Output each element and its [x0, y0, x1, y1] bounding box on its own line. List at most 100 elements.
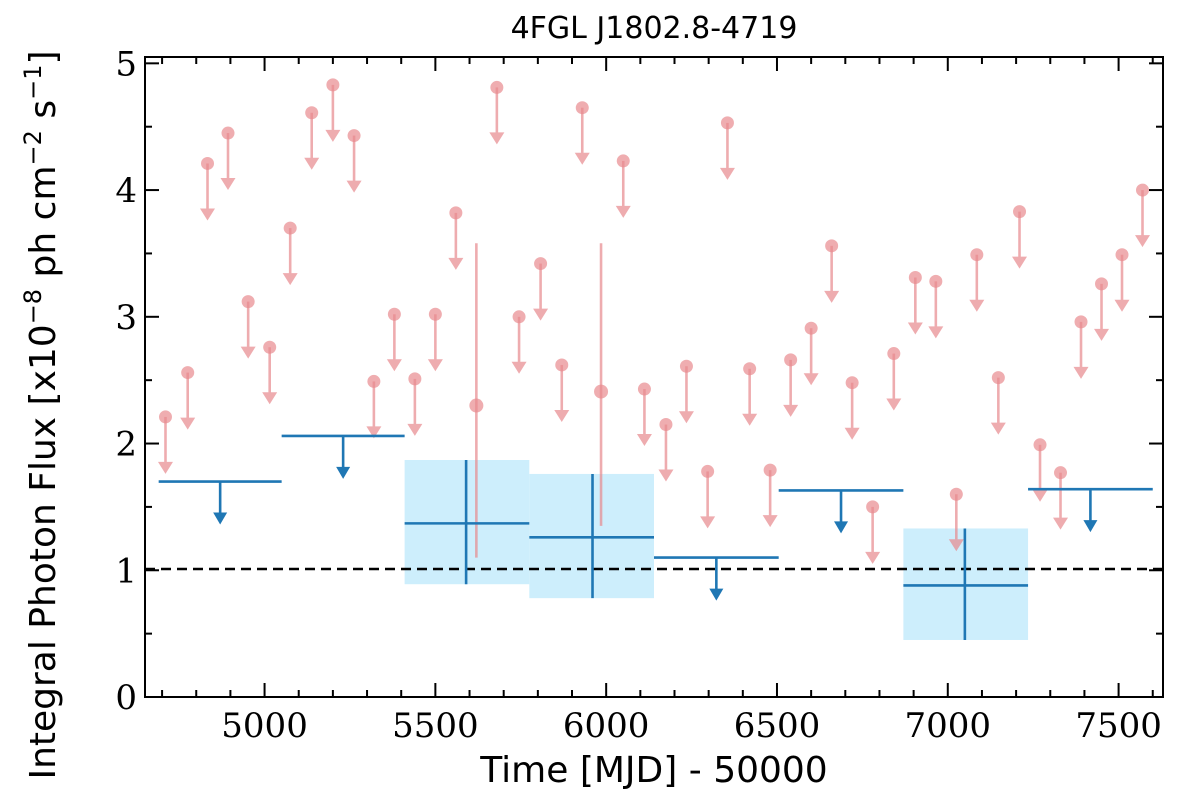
- fine-upper-limit-arrow-10: [366, 381, 382, 439]
- coarse-upper-limit-arrow-4: [1083, 489, 1098, 533]
- x-tick-label-3: 6500: [734, 706, 821, 746]
- fine-upper-limit-arrow-5-head: [262, 392, 278, 405]
- x-tick-label-2: 6000: [563, 706, 650, 746]
- fine-upper-limit-point-15: [490, 80, 504, 94]
- fine-upper-limit-point-2: [201, 156, 215, 170]
- fine-upper-limit-point-41: [1054, 466, 1068, 480]
- x-tick-label-4: 7000: [905, 706, 992, 746]
- fine-upper-limit-arrow-34-head: [907, 322, 923, 335]
- fine-upper-limit-point-10: [367, 374, 381, 388]
- fine-upper-limit-arrow-13-head: [427, 359, 443, 372]
- fine-detection-point-0: [469, 398, 484, 413]
- fine-upper-limit-point-0: [158, 410, 172, 424]
- fine-upper-limit-arrow-7-head: [304, 157, 320, 170]
- fine-upper-limit-point-37: [970, 248, 984, 262]
- fine-upper-limit-arrow-42: [1073, 321, 1089, 379]
- fine-upper-limit-point-39: [1013, 205, 1027, 219]
- fine-upper-limit-arrow-28: [783, 359, 799, 417]
- fine-upper-limit-arrow-18: [554, 364, 570, 422]
- fine-upper-limit-point-9: [347, 129, 361, 143]
- fine-upper-limit-point-21: [637, 382, 651, 396]
- fine-upper-limit-arrow-19-head: [574, 152, 590, 165]
- x-tick-label-5: 7500: [1075, 706, 1162, 746]
- fine-upper-limit-point-32: [866, 500, 880, 514]
- fine-upper-limit-arrow-23: [678, 366, 694, 424]
- fine-upper-limit-arrow-10-head: [366, 426, 382, 439]
- fine-upper-limit-arrow-1-head: [180, 417, 196, 430]
- fine-upper-limit-arrow-36-head: [948, 539, 964, 552]
- coarse-upper-limit-arrow-0: [213, 481, 228, 525]
- fine-upper-limit-arrow-35-head: [928, 326, 944, 339]
- fine-upper-limit-arrow-37-head: [969, 299, 985, 312]
- fine-upper-limit-arrow-33: [886, 353, 902, 411]
- fine-upper-limit-arrow-6: [282, 228, 298, 286]
- fine-upper-limit-point-33: [887, 347, 901, 361]
- fine-upper-limit-arrow-43: [1094, 283, 1110, 341]
- fine-upper-limit-arrow-27-head: [762, 515, 778, 528]
- fine-upper-limit-arrow-40-head: [1032, 489, 1048, 502]
- fine-upper-limit-arrow-30-head: [824, 290, 840, 303]
- fine-upper-limit-point-29: [804, 321, 818, 335]
- plot-area: 5000 5500 6000 6500 7000 7500 0 1 2 3 4 5: [115, 44, 1164, 746]
- fine-upper-limit-arrow-14-head: [448, 257, 464, 270]
- fine-upper-limit-point-28: [784, 353, 798, 367]
- fine-upper-limit-arrow-4-head: [240, 346, 256, 359]
- fine-upper-limit-point-45: [1136, 183, 1150, 197]
- fine-upper-limit-arrow-41-head: [1053, 517, 1069, 530]
- fine-upper-limit-arrow-15: [489, 87, 505, 145]
- fine-upper-limit-arrow-25: [719, 122, 735, 180]
- x-tick-label-0: 5000: [221, 706, 308, 746]
- fine-upper-limit-arrow-26-head: [742, 413, 758, 426]
- fine-upper-limit-arrow-17: [533, 263, 549, 321]
- fine-upper-limit-point-24: [701, 464, 715, 478]
- fine-upper-limit-arrow-4: [240, 301, 256, 359]
- fine-upper-limit-point-11: [387, 307, 401, 321]
- fine-upper-limit-arrow-16-head: [511, 361, 527, 374]
- fine-upper-limit-arrow-34: [907, 277, 923, 335]
- fine-upper-limit-arrow-12-head: [407, 423, 423, 436]
- fine-upper-limit-arrow-31: [844, 382, 860, 440]
- fine-upper-limit-point-8: [326, 78, 340, 92]
- chart-title: 4FGL J1802.8-4719: [511, 11, 798, 46]
- coarse-upper-limit-arrow-4-head: [1083, 520, 1098, 533]
- y-axis-label: Integral Photon Flux [x10−8 ph cm−2 s−1]: [19, 50, 64, 779]
- fine-upper-limit-point-31: [845, 376, 859, 390]
- y-tick-label-4: 4: [115, 171, 137, 211]
- fine-upper-limit-arrow-28-head: [783, 404, 799, 417]
- fine-upper-limit-arrow-29: [803, 328, 819, 386]
- fine-upper-limit-arrow-24-head: [700, 516, 716, 529]
- fine-upper-limit-arrow-22: [658, 424, 674, 482]
- fine-upper-limit-arrow-45-head: [1135, 235, 1151, 248]
- fine-upper-limit-point-13: [428, 307, 442, 321]
- fine-upper-limit-point-12: [408, 372, 422, 386]
- fine-upper-limit-point-27: [763, 463, 777, 477]
- coarse-upper-limit-arrow-2: [709, 557, 724, 601]
- fine-upper-limit-arrow-16: [511, 316, 527, 374]
- fine-upper-limit-arrow-9: [346, 135, 362, 193]
- fine-upper-limit-arrow-40: [1032, 444, 1048, 502]
- fine-upper-limit-point-34: [908, 271, 922, 285]
- fine-upper-limit-arrow-18-head: [554, 409, 570, 422]
- y-tick-label-5: 5: [115, 44, 137, 84]
- fine-upper-limit-arrow-27: [762, 470, 778, 528]
- fine-upper-limit-arrow-38: [990, 377, 1006, 435]
- fine-upper-limit-arrow-25-head: [719, 167, 735, 180]
- fine-upper-limit-point-43: [1095, 277, 1109, 291]
- fine-upper-limit-point-35: [929, 274, 943, 288]
- y-tick-label-3: 3: [115, 298, 137, 338]
- fine-upper-limit-arrow-3-head: [220, 178, 236, 191]
- fine-upper-limit-arrow-0-head: [157, 461, 173, 474]
- fine-upper-limit-point-5: [263, 340, 277, 354]
- fine-upper-limit-arrow-22-head: [658, 469, 674, 482]
- fine-upper-limit-point-40: [1033, 438, 1047, 452]
- coarse-upper-limit-arrow-1: [336, 435, 351, 479]
- fine-upper-limit-point-38: [991, 371, 1005, 385]
- fine-upper-limit-point-18: [555, 358, 569, 372]
- y-tick-label-1: 1: [115, 551, 137, 591]
- fine-upper-limit-point-16: [512, 310, 526, 324]
- fine-upper-limit-arrow-36: [948, 494, 964, 552]
- fine-upper-limit-arrow-33-head: [886, 398, 902, 411]
- y-tick-label-0: 0: [115, 678, 137, 718]
- fine-upper-limit-point-6: [283, 221, 297, 235]
